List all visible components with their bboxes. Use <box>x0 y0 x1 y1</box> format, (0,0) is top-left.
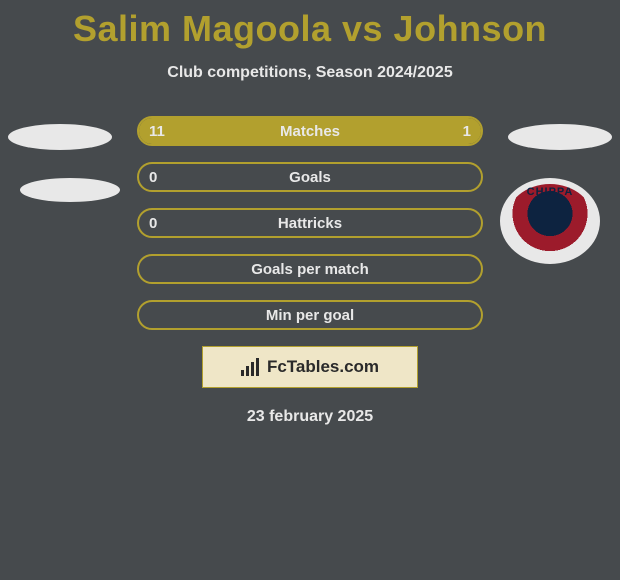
stat-label: Hattricks <box>139 210 481 236</box>
stat-bar: Min per goal <box>137 300 483 330</box>
stat-value-right: 1 <box>463 118 471 144</box>
stat-value-left: 11 <box>149 118 165 144</box>
date-text: 23 february 2025 <box>0 408 620 426</box>
stat-bar: 111Matches <box>137 116 483 146</box>
page-title: Salim Magoola vs Johnson <box>0 0 620 50</box>
brand-box: FcTables.com <box>202 346 418 388</box>
subtitle: Club competitions, Season 2024/2025 <box>0 64 620 82</box>
stat-bar: Goals per match <box>137 254 483 284</box>
stat-label: Goals per match <box>139 256 481 282</box>
stat-label: Goals <box>139 164 481 190</box>
stat-bar: 0Hattricks <box>137 208 483 238</box>
stat-bar: 0Goals <box>137 162 483 192</box>
player1-avatar-placeholder-1 <box>8 124 112 150</box>
player1-avatar-placeholder-2 <box>20 178 120 202</box>
club-badge-label: CHIPPA <box>527 186 574 198</box>
bar-chart-icon <box>241 358 263 376</box>
stat-value-left: 0 <box>149 210 157 236</box>
stat-value-left: 0 <box>149 164 157 190</box>
player2-club-badge: CHIPPA <box>500 178 600 264</box>
stat-label: Min per goal <box>139 302 481 328</box>
player2-avatar-placeholder <box>508 124 612 150</box>
brand-text: FcTables.com <box>267 357 379 377</box>
stat-bar-fill-left <box>139 118 413 144</box>
